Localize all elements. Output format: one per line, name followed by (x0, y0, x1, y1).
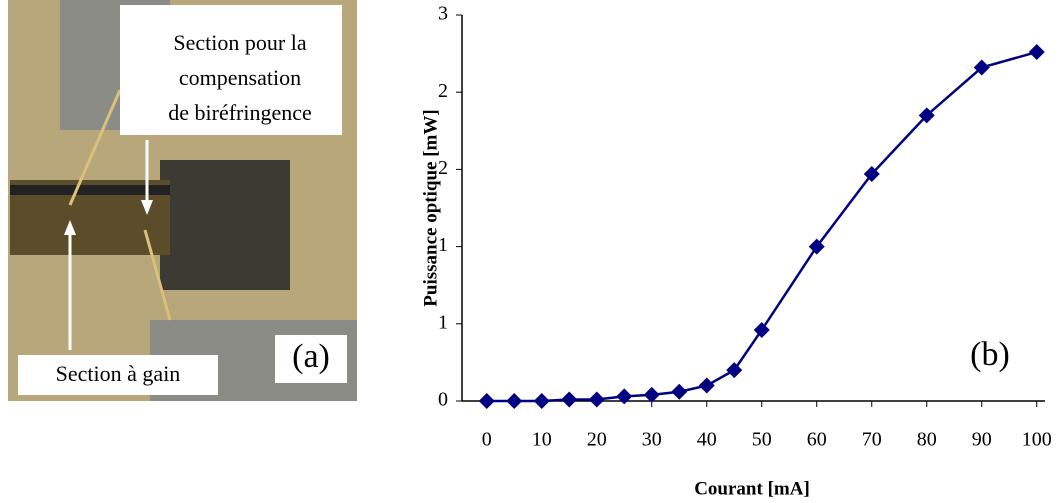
marker (863, 166, 880, 183)
marker (973, 59, 990, 76)
y-tick-label: 1 (438, 234, 448, 256)
x-tick-label: 50 (752, 429, 772, 451)
marker (643, 386, 660, 403)
marker (918, 107, 935, 124)
label-box (275, 335, 347, 383)
wire (143, 229, 172, 321)
marker (671, 383, 688, 400)
x-tick-label: 60 (807, 429, 827, 451)
x-tick-label: 70 (862, 429, 882, 451)
x-tick-label: 40 (697, 429, 717, 451)
chip-edge (10, 185, 170, 195)
x-tick-label: 0 (482, 429, 492, 451)
x-tick-label: 100 (1022, 429, 1052, 451)
pad (160, 160, 290, 290)
x-tick-label: 10 (532, 429, 552, 451)
marker (588, 391, 605, 408)
photo-label: Section à gain (56, 361, 181, 386)
photo: Section pour la compensation de biréfrin… (8, 0, 357, 401)
photo-label: Section pour la (173, 30, 306, 55)
photo-label: compensation (179, 65, 301, 90)
arrow-head (64, 220, 76, 235)
marker (1028, 44, 1045, 61)
x-tick-label: 90 (972, 429, 992, 451)
photo-label: de biréfringence (168, 100, 312, 125)
x-axis-label: Courant [mA] (694, 478, 810, 499)
marker (616, 388, 633, 405)
y-tick-label: 1 (438, 311, 448, 333)
x-tick-label: 80 (917, 429, 937, 451)
marker (753, 321, 770, 338)
y-tick-label: 2 (438, 80, 448, 102)
marker (808, 238, 825, 255)
marker (478, 393, 495, 409)
marker (533, 393, 550, 409)
y-tick-label: 3 (438, 3, 448, 25)
x-tick-label: 20 (587, 429, 607, 451)
x-tick-label: 30 (642, 429, 662, 451)
y-axis-label: Puissance optique [mW] (420, 109, 441, 306)
series-line (486, 50, 1038, 403)
marker (506, 393, 523, 409)
marker (698, 377, 715, 394)
arrow-head (141, 200, 153, 215)
marker (561, 391, 578, 408)
panel-label: (a) (292, 338, 330, 375)
y-tick-label: 0 (438, 389, 448, 411)
wire (68, 89, 122, 206)
label-box (18, 355, 218, 395)
label-box (120, 5, 342, 135)
panel-label: (b) (970, 336, 1010, 373)
marker (726, 362, 743, 379)
y-tick-label: 2 (438, 157, 448, 179)
